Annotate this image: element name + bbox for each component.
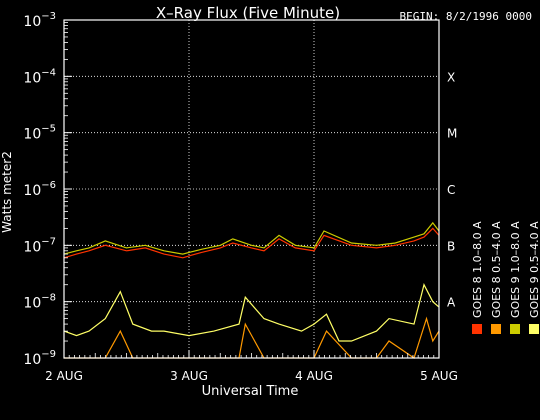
y-tick-label: 10−6 xyxy=(23,180,56,199)
legend-label: GOES 9 0.5–4.0 A xyxy=(528,221,540,318)
y-tick-label: 10−9 xyxy=(23,349,56,368)
y-tick-label: 10−3 xyxy=(23,11,56,30)
legend-swatch xyxy=(491,324,501,334)
flare-class-label: B xyxy=(447,239,455,253)
series-line xyxy=(63,283,440,342)
legend-label: GOES 8 0.5–4.0 A xyxy=(490,221,503,318)
legend: GOES 8 1.0–8.0 A GOES 8 0.5–4.0 A GOES 9 1… xyxy=(471,221,540,334)
y-tick-label: 10−4 xyxy=(23,67,56,86)
x-tick-label: 3 AUG xyxy=(170,369,208,383)
y-tick-label: 10−7 xyxy=(23,236,56,255)
y-tick-label: 10−8 xyxy=(23,293,56,312)
series-line xyxy=(63,227,440,259)
x-tick-label: 2 AUG xyxy=(45,369,83,383)
x-tick-label: 5 AUG xyxy=(420,369,458,383)
chart-title: X–Ray Flux (Five Minute) xyxy=(156,4,340,22)
y-tick-label: 10−5 xyxy=(23,124,56,143)
legend-label: GOES 9 1.0–8.0 A xyxy=(509,221,522,318)
flare-class-label: A xyxy=(447,296,456,310)
y-axis: 10−3 10−4 10−5 10−6 10−7 10−8 10−9 xyxy=(23,11,72,368)
flare-class-label: C xyxy=(447,183,455,197)
flare-class-label: M xyxy=(447,127,457,141)
series-line xyxy=(63,221,440,255)
x-axis-title: Universal Time xyxy=(202,384,299,399)
begin-date-label: BEGIN: 8/2/1996 0000 xyxy=(400,10,532,23)
y-axis-title: Watts meter2 xyxy=(0,151,14,233)
x-tick-label: 4 AUG xyxy=(295,369,333,383)
legend-swatch xyxy=(510,324,520,334)
legend-label: GOES 8 1.0–8.0 A xyxy=(471,221,484,318)
flare-class-labels: X M C B A xyxy=(447,70,457,309)
legend-swatch xyxy=(472,324,482,334)
x-axis: 2 AUG 3 AUG 4 AUG 5 AUG xyxy=(45,350,458,383)
flare-class-label: X xyxy=(447,70,455,84)
legend-swatch xyxy=(529,324,539,334)
